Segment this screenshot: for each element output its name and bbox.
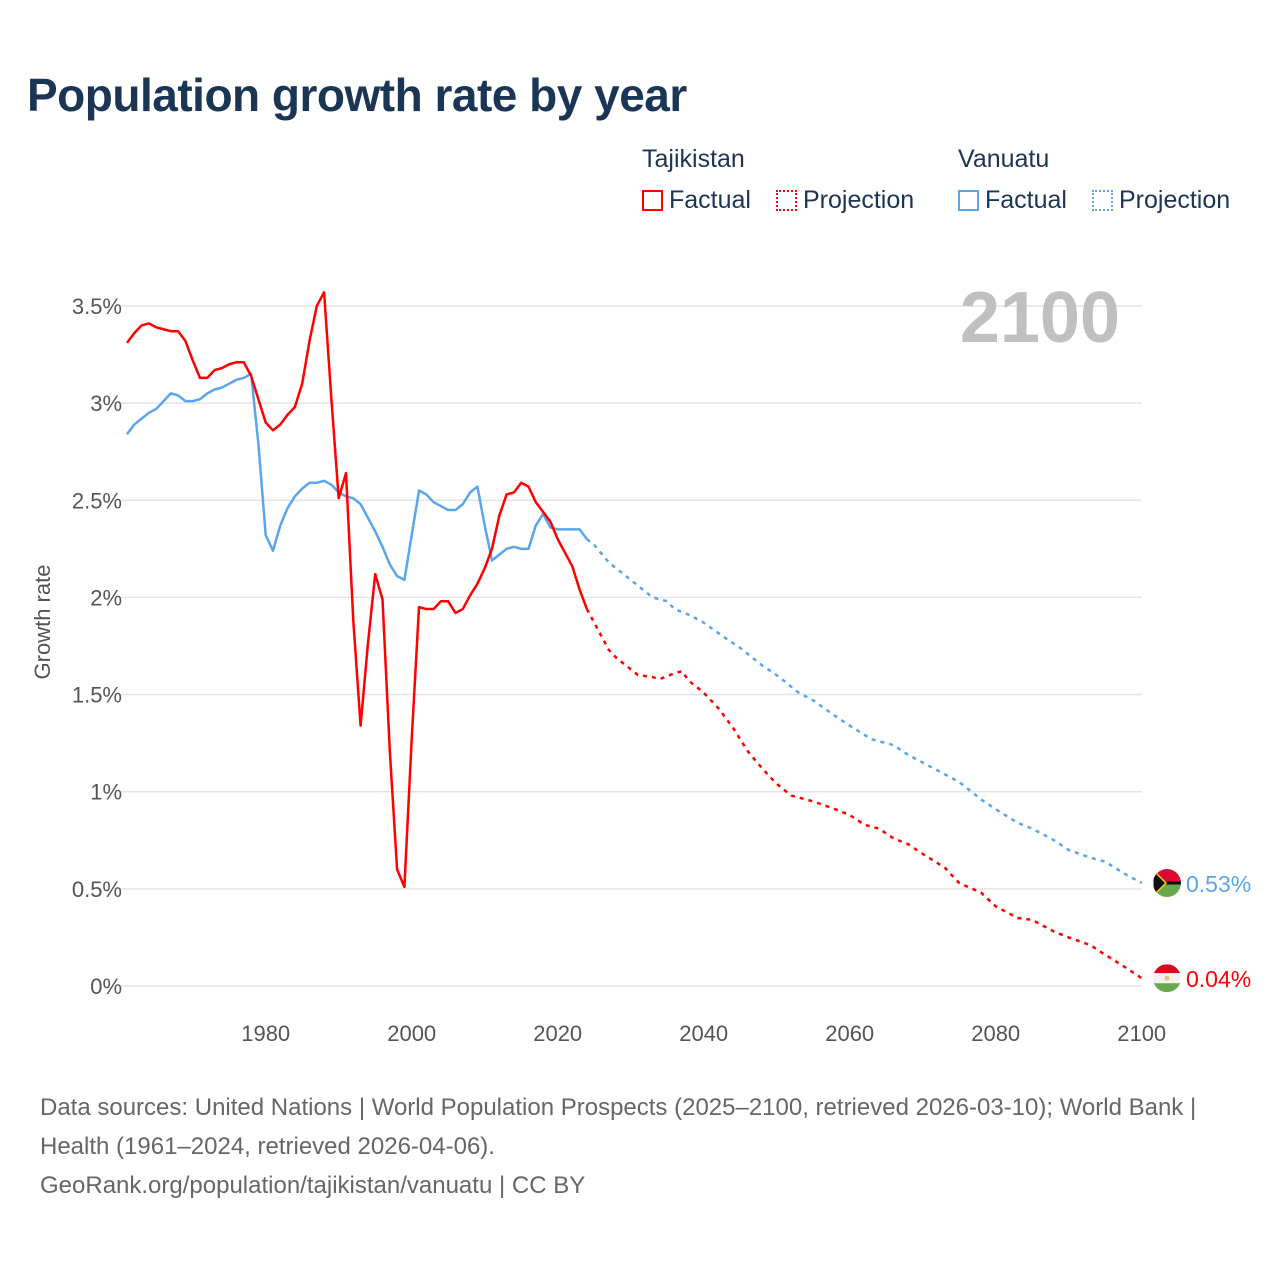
vanuatu-end-value-label: 0.53% xyxy=(1186,871,1251,897)
tajikistan-factual-line xyxy=(126,291,589,889)
x-tick-label: 2020 xyxy=(533,1021,582,1046)
legend-vanuatu-projection[interactable]: Projection xyxy=(1092,186,1230,215)
tajikistan-end-value-label: 0.04% xyxy=(1186,966,1251,992)
tajikistan-flag-icon xyxy=(1153,964,1181,993)
y-tick-label: 0% xyxy=(90,974,122,999)
x-tick-label: 2100 xyxy=(1117,1021,1166,1046)
year-indicator: 2100 xyxy=(960,278,1120,358)
y-axis-label: Growth rate xyxy=(30,565,55,680)
legend-country-tajikistan: Tajikistan xyxy=(642,145,745,173)
legend-vanuatu-factual[interactable]: Factual xyxy=(958,186,1067,215)
y-tick-label: 3% xyxy=(90,391,122,416)
x-tick-label: 1980 xyxy=(241,1021,290,1046)
legend-label: Factual xyxy=(669,186,751,214)
legend-label: Projection xyxy=(803,186,915,214)
y-tick-label: 3.5% xyxy=(72,294,122,319)
x-tick-label: 2060 xyxy=(825,1021,874,1046)
footer: Data sources: United Nations | World Pop… xyxy=(40,1088,1240,1205)
legend-swatch-solid-icon xyxy=(958,190,979,211)
y-tick-label: 0.5% xyxy=(72,877,122,902)
y-tick-label: 2% xyxy=(90,585,122,610)
legend-label: Projection xyxy=(1119,186,1231,214)
legend-tajikistan-factual[interactable]: Factual xyxy=(642,186,751,215)
x-tick-label: 2080 xyxy=(971,1021,1020,1046)
source-link[interactable]: GeoRank.org/population/tajikistan/vanuat… xyxy=(40,1172,586,1199)
y-tick-label: 2.5% xyxy=(72,488,122,513)
tajikistan-projection-line xyxy=(585,608,1143,980)
vanuatu-flag-icon xyxy=(1153,869,1181,898)
y-tick-label: 1% xyxy=(90,780,122,805)
legend-swatch-solid-icon xyxy=(642,190,663,211)
chart-title: Population growth rate by year xyxy=(27,69,687,121)
legend-swatch-dotted-icon xyxy=(776,190,797,211)
vanuatu-factual-line xyxy=(126,372,588,582)
legend-country-vanuatu: Vanuatu xyxy=(958,145,1050,173)
legend-swatch-dotted-icon xyxy=(1092,190,1113,211)
data-sources: Data sources: United Nations | World Pop… xyxy=(40,1094,1197,1160)
x-tick-label: 2040 xyxy=(679,1021,728,1046)
vanuatu-projection-line xyxy=(586,538,1143,885)
legend-label: Factual xyxy=(985,186,1067,214)
y-tick-label: 1.5% xyxy=(72,683,122,708)
legend-tajikistan-projection[interactable]: Projection xyxy=(776,186,914,215)
x-tick-label: 2000 xyxy=(387,1021,436,1046)
